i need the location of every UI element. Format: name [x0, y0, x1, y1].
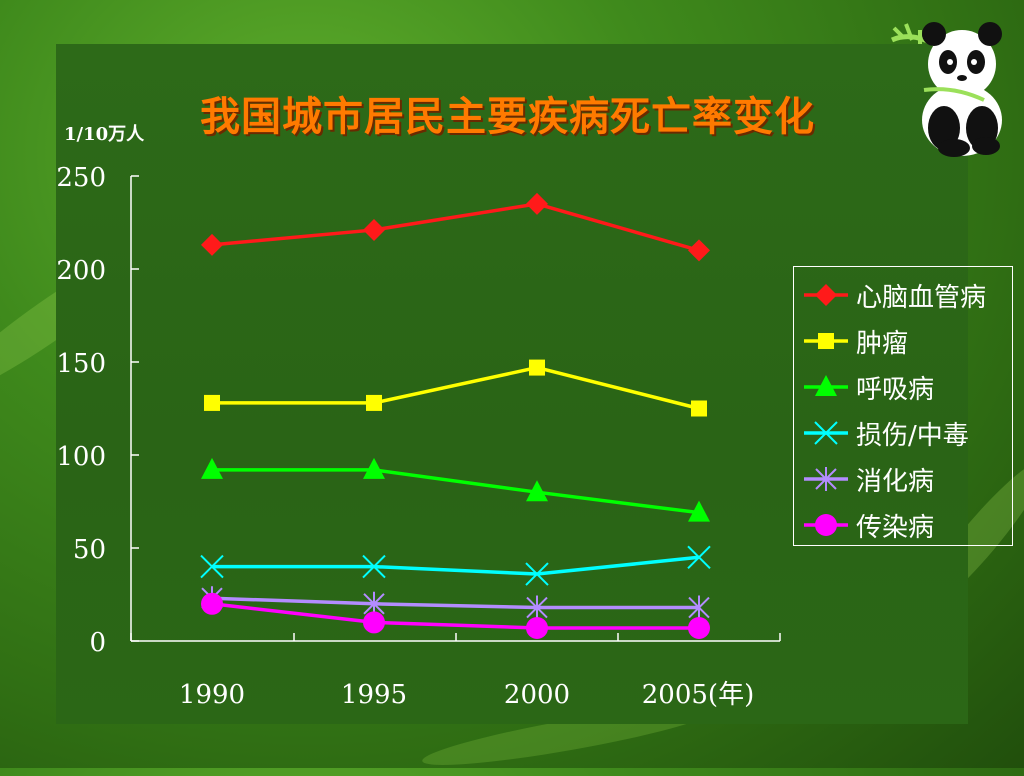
series-3: [200, 545, 711, 586]
data-point: [363, 457, 385, 479]
data-point: [525, 562, 549, 586]
data-point: [688, 500, 710, 522]
data-point: [200, 554, 224, 579]
legend-label: 心脑血管病: [856, 282, 987, 313]
legend-item: 呼吸病: [804, 367, 934, 407]
series-5: [201, 592, 710, 639]
data-point: [362, 554, 386, 579]
legend-marker: [814, 421, 838, 445]
series-4: [201, 586, 710, 620]
data-point: [691, 400, 707, 417]
data-point: [688, 595, 710, 620]
series-line: [211, 202, 700, 253]
series-line: [212, 555, 700, 576]
data-point: [366, 394, 382, 411]
data-point: [529, 359, 545, 376]
legend-swatch: [804, 333, 848, 349]
y-tick-label: 0: [89, 628, 106, 658]
data-point: [526, 595, 548, 620]
legend-item: 心脑血管病: [804, 275, 986, 315]
data-point: [204, 394, 220, 411]
chart-legend: 心脑血管病肿瘤呼吸病损伤/中毒消化病传染病: [793, 266, 1013, 546]
data-point: [688, 239, 710, 262]
legend-marker: [815, 514, 837, 536]
series-line: [211, 602, 699, 630]
legend-swatch: [804, 284, 848, 306]
legend-marker: [818, 333, 834, 349]
panda-icon: [890, 22, 1002, 157]
y-tick-label: 150: [56, 349, 106, 379]
data-point: [201, 457, 223, 479]
data-point: [201, 592, 223, 615]
y-tick-label: 100: [56, 442, 106, 472]
y-axis-unit-label: 1/10万人: [64, 124, 145, 145]
legend-swatch: [804, 375, 848, 396]
legend-item: 损伤/中毒: [804, 413, 969, 453]
legend-item: 消化病: [804, 459, 934, 499]
legend-marker: [815, 467, 837, 491]
y-tick-label: 50: [73, 535, 106, 565]
series-line: [212, 365, 700, 411]
data-point: [363, 218, 385, 241]
x-tick-label: 1990: [179, 680, 245, 710]
legend-label: 损伤/中毒: [856, 420, 969, 451]
legend-label: 消化病: [856, 466, 935, 497]
chart-title: 我国城市居民主要疾病死亡率变化: [200, 94, 815, 140]
legend-marker: [815, 284, 837, 306]
series-2: [201, 457, 710, 522]
legend-swatch: [804, 467, 848, 491]
data-point: [526, 616, 548, 639]
series-line: [211, 596, 699, 610]
data-point: [526, 480, 548, 502]
legend-marker: [815, 375, 837, 396]
x-tick-label: 2005(年): [642, 680, 754, 710]
legend-item: 传染病: [804, 505, 934, 545]
y-tick-label: 250: [56, 163, 106, 193]
legend-swatch: [804, 421, 848, 445]
data-point: [363, 611, 385, 634]
series-0: [201, 192, 710, 262]
x-tick-label: 1995: [341, 680, 407, 710]
legend-label: 肿瘤: [856, 328, 909, 359]
legend-label: 传染病: [856, 512, 935, 543]
data-point: [526, 192, 548, 215]
data-point: [688, 616, 710, 639]
legend-swatch: [804, 514, 848, 536]
data-point: [687, 545, 711, 570]
y-tick-label: 200: [56, 256, 106, 286]
series-line: [212, 468, 700, 515]
legend-label: 呼吸病: [856, 374, 935, 405]
legend-item: 肿瘤: [804, 321, 908, 361]
x-tick-label: 2000: [504, 680, 570, 710]
series-1: [204, 359, 707, 417]
data-point: [201, 233, 223, 256]
